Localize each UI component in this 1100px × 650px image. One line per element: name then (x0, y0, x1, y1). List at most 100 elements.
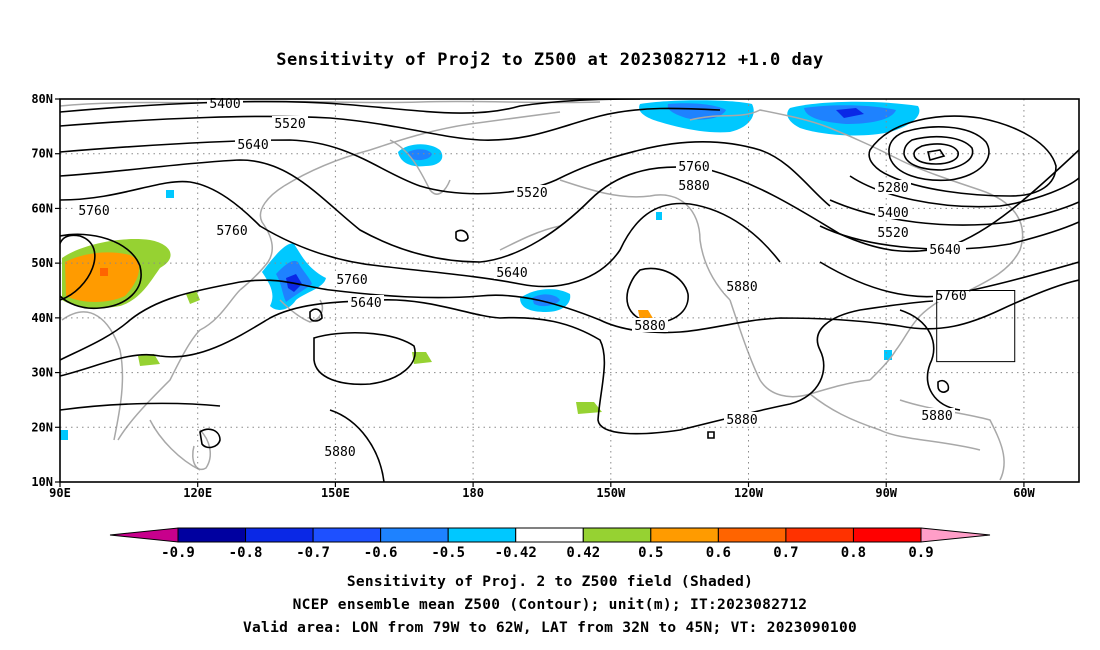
contour-label-bg (494, 265, 530, 279)
coastlines (60, 100, 1024, 481)
contour-line (707, 431, 715, 439)
contour-line (60, 402, 221, 411)
gridlines (60, 99, 1079, 482)
lon-label: 150E (321, 486, 350, 500)
shade-positive-patch (576, 402, 602, 414)
colorbar-label: -0.42 (495, 545, 537, 561)
lon-label: 90E (49, 486, 71, 500)
lat-label: 20N (31, 420, 53, 434)
lat-label: 60N (31, 201, 53, 215)
lon-label: 120E (183, 486, 212, 500)
colorbar-swatch (717, 527, 787, 543)
contour-label-bg (927, 242, 963, 256)
colorbar-label: -0.9 (161, 545, 195, 561)
contour-label: 5520 (516, 186, 547, 201)
lat-label: 70N (31, 147, 53, 161)
caption-line-1: Sensitivity of Proj. 2 to Z500 field (Sh… (346, 574, 754, 590)
map-axes: 10N 20N 30N 40N 50N 60N 70N 80N 90E 120E 150E 180 15… (31, 92, 1035, 500)
lat-label: 40N (31, 311, 53, 325)
coastline (559, 179, 731, 301)
lat-label: 50N (31, 256, 53, 270)
contour-line (60, 149, 1079, 263)
contour-labels: 5400 5520 5640 5760 5760 5760 5520 5640 5760 5880… (76, 96, 969, 460)
colorbar-swatch (582, 527, 652, 543)
colorbar-label: 0.7 (773, 545, 798, 561)
contour-label-bg (724, 279, 760, 293)
shade-positive-patch (412, 352, 432, 364)
colorbar-swatch (380, 527, 449, 543)
contour-label-bg (632, 318, 668, 332)
contour-label-bg (919, 408, 955, 422)
lon-label: 90W (875, 486, 897, 500)
contour-line (60, 139, 831, 207)
coastline (809, 393, 981, 451)
contour-label: 5880 (726, 280, 757, 295)
colorbar-label: 0.42 (566, 545, 600, 561)
contour-label: 5520 (274, 117, 305, 132)
coastline (192, 429, 212, 471)
contour-line (199, 428, 221, 449)
coastline (689, 109, 901, 161)
colorbar-swatch (245, 527, 314, 543)
contour-line (60, 234, 96, 301)
shade-negative-patch (408, 149, 432, 161)
coastline (279, 299, 324, 323)
valid-area-box (936, 290, 1016, 363)
colorbar-swatch (447, 527, 517, 543)
coastline (389, 139, 451, 195)
contour-label: 5640 (350, 296, 381, 311)
colorbar-high-triangle (920, 527, 991, 543)
coastline (117, 289, 241, 441)
contour-line (819, 221, 1079, 250)
contour-label: 5520 (877, 226, 908, 241)
contour-line (927, 149, 946, 161)
contour-label-bg (235, 137, 271, 151)
lat-label: 30N (31, 366, 53, 380)
shade-positive-patch (100, 268, 108, 276)
contour-line (899, 309, 961, 411)
colorbar-label: 0.8 (841, 545, 866, 561)
coastline (729, 299, 871, 398)
shade-negative-patch (836, 108, 864, 118)
contour-line (60, 99, 641, 114)
colorbar-swatch (177, 527, 247, 543)
contour-line (829, 199, 1079, 226)
z500-contours (60, 99, 1079, 482)
contour-label-bg (334, 272, 370, 286)
contour-label-bg (514, 185, 550, 199)
contour-label-bg (348, 295, 384, 309)
contour-label-bg (76, 203, 112, 217)
contour-line (309, 308, 323, 322)
contour-line (937, 379, 950, 393)
colorbar: -0.9 -0.8 -0.7 -0.6 -0.5 -0.42 0.42 0.5 0.6 0.7 0.… (109, 527, 991, 561)
colorbar-label: 0.9 (908, 545, 933, 561)
colorbar-swatch (515, 527, 584, 543)
colorbar-low-triangle (109, 527, 179, 543)
coastline (239, 185, 285, 291)
contour-line (626, 267, 689, 323)
contour-line (913, 143, 959, 165)
contour-label: 5400 (877, 206, 908, 221)
colorbar-swatch (650, 527, 719, 543)
coastline (283, 111, 561, 187)
contour-line (313, 332, 416, 386)
coastline (61, 311, 124, 441)
colorbar-swatch (852, 527, 922, 543)
caption-line-3: Valid area: LON from 79W to 62W, LAT fro… (242, 620, 858, 636)
contour-line (60, 233, 142, 310)
contour-label: 5640 (237, 138, 268, 153)
contour-label: 5880 (678, 179, 709, 194)
contour-label-bg (875, 225, 911, 239)
coastline (899, 399, 1005, 481)
colorbar-swatch (785, 527, 854, 543)
contour-label: 5760 (336, 273, 367, 288)
colorbar-label: -0.6 (364, 545, 398, 561)
contour-label: 5880 (634, 319, 665, 334)
lon-label: 120W (734, 486, 764, 500)
contour-label: 5760 (216, 224, 247, 239)
contour-label-bg (875, 205, 911, 219)
coastline (149, 419, 201, 471)
shade-negative-patch (166, 190, 174, 198)
contour-label-bg (676, 159, 712, 173)
colorbar-label: 0.6 (706, 545, 731, 561)
